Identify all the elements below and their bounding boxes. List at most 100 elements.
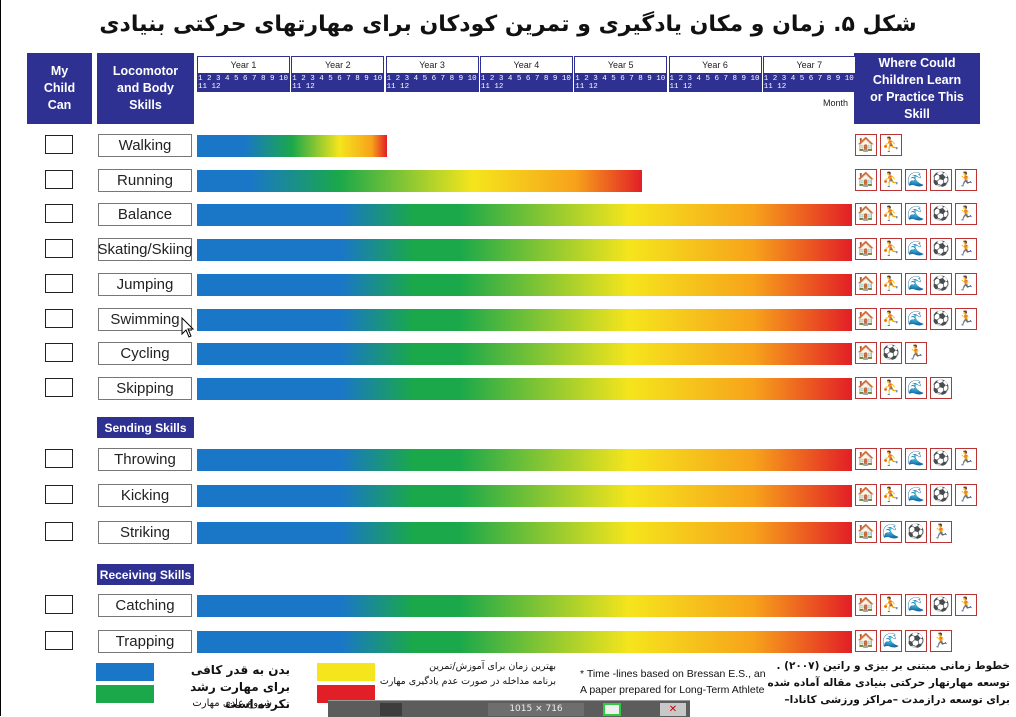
month-numbers: 1 2 3 4 5 6 7 8 9 10 11 12	[198, 74, 289, 91]
practice-location-icons: 🏠 ⛹ 🌊 ⚽ 🏃	[855, 203, 977, 225]
home-icon: 🏠	[855, 203, 877, 225]
skill-checkbox[interactable]	[45, 378, 73, 397]
home-icon: 🏠	[855, 308, 877, 330]
year-label: Year 2	[292, 57, 384, 74]
practice-location-icons: 🏠 ⛹ 🌊 ⚽ 🏃	[855, 594, 977, 616]
timeline-bar	[197, 239, 852, 261]
skill-checkbox[interactable]	[45, 522, 73, 541]
playground-icon: ⛹	[880, 594, 902, 616]
field-icon: ⚽	[930, 273, 952, 295]
playground-icon: ⛹	[880, 377, 902, 399]
home-icon: 🏠	[855, 238, 877, 260]
where-header-label: Where Could Children Learn or Practice T…	[870, 55, 964, 121]
practice-location-icons: 🏠 ⛹ 🌊 ⚽ 🏃	[855, 169, 977, 191]
field-icon: ⚽	[930, 238, 952, 260]
home-icon: 🏠	[855, 521, 877, 543]
skill-name: Catching	[98, 594, 192, 617]
timeline-bar	[197, 522, 852, 544]
skill-checkbox[interactable]	[45, 485, 73, 504]
pool-icon: 🌊	[905, 273, 927, 295]
home-icon: 🏠	[855, 448, 877, 470]
legend-blue-green-title: بدن به قدر کافی برای مهارت رشد نکرده است	[190, 663, 290, 711]
skill-checkbox[interactable]	[45, 135, 73, 154]
skill-checkbox[interactable]	[45, 274, 73, 293]
skill-name: Kicking	[98, 484, 192, 507]
timeline-bar	[197, 274, 852, 296]
skill-checkbox[interactable]	[45, 204, 73, 223]
pool-icon: 🌊	[905, 594, 927, 616]
skill-checkbox[interactable]	[45, 449, 73, 468]
skill-checkbox[interactable]	[45, 595, 73, 614]
skill-name: Trapping	[98, 630, 192, 653]
field-icon: ⚽	[905, 630, 927, 652]
playground-icon: ⛹	[880, 448, 902, 470]
home-icon: 🏠	[855, 484, 877, 506]
skill-checkbox[interactable]	[45, 631, 73, 650]
taskbar-maximize-button[interactable]	[603, 703, 621, 716]
page-edge	[0, 0, 1, 716]
field-icon: ⚽	[880, 342, 902, 364]
taskbar-close-button[interactable]: ✕	[660, 703, 686, 716]
practice-location-icons: 🏠 ⛹ 🌊 ⚽ 🏃	[855, 448, 977, 470]
persian-note-3: برای توسعه درازمدت –مراکز ورزشی کانادا–	[784, 694, 1010, 706]
year-label: Year 5	[575, 57, 667, 74]
month-numbers: 1 2 3 4 5 6 7 8 9 10 11 12	[292, 74, 384, 91]
year-label: Year 4	[480, 57, 572, 74]
skill-name: Jumping	[98, 273, 192, 296]
sending-skills-label: Sending Skills	[97, 417, 194, 438]
legend-blue-green-sub: شروع عادی مهارت	[192, 698, 272, 709]
month-label: Month	[823, 98, 849, 108]
persian-note-2: توسعه مهارتهار حرکتی بنیادی مقاله آماده …	[767, 677, 1010, 689]
timeline-bar	[197, 135, 387, 157]
timeline-bar	[197, 343, 852, 365]
pool-icon: 🌊	[905, 203, 927, 225]
legend-green-swatch	[96, 685, 154, 703]
skill-checkbox[interactable]	[45, 170, 73, 189]
year-label: Year 1	[198, 57, 289, 74]
playground-icon: ⛹	[880, 273, 902, 295]
playground-icon: ⛹	[880, 308, 902, 330]
taskbar-app-icon[interactable]	[380, 703, 402, 716]
page-title: شکل ۵. زمان و مکان یادگیری و تمرین کودکا…	[99, 12, 917, 37]
gym-icon: 🏃	[955, 238, 977, 260]
field-icon: ⚽	[905, 521, 927, 543]
pool-icon: 🌊	[880, 521, 902, 543]
field-icon: ⚽	[930, 169, 952, 191]
gym-icon: 🏃	[955, 273, 977, 295]
gym-icon: 🏃	[955, 169, 977, 191]
month-numbers: 1 2 3 4 5 6 7 8 9 10 11 12	[575, 74, 667, 91]
pool-icon: 🌊	[905, 308, 927, 330]
skill-checkbox[interactable]	[45, 309, 73, 328]
skill-name: Cycling	[98, 342, 192, 365]
timeline-bar	[197, 485, 852, 507]
playground-icon: ⛹	[880, 169, 902, 191]
gym-icon: 🏃	[930, 630, 952, 652]
year-label: Year 6	[669, 57, 761, 74]
gym-icon: 🏃	[955, 448, 977, 470]
taskbar-dimension-readout: 1015 × 716	[488, 703, 584, 716]
footnote-line-2: A paper prepared for Long-Term Athlete D…	[580, 684, 766, 696]
skill-name: Skating/Skiing	[97, 238, 193, 261]
practice-location-icons: 🏠 🌊 ⚽ 🏃	[855, 521, 952, 543]
playground-icon: ⛹	[880, 238, 902, 260]
practice-location-icons: 🏠 ⛹	[855, 134, 902, 156]
month-numbers: 1 2 3 4 5 6 7 8 9 10 11 12	[763, 74, 855, 91]
my-child-can-label: My Child Can	[43, 64, 76, 112]
skills-header-label: Locomotor and Body Skills	[112, 64, 179, 112]
field-icon: ⚽	[930, 448, 952, 470]
practice-location-icons: 🏠 ⚽ 🏃	[855, 342, 927, 364]
timeline-bar	[197, 631, 852, 653]
home-icon: 🏠	[855, 134, 877, 156]
timeline-bar	[197, 595, 852, 617]
legend-yellow-swatch	[317, 663, 375, 681]
gym-icon: 🏃	[905, 342, 927, 364]
field-icon: ⚽	[930, 484, 952, 506]
gym-icon: 🏃	[955, 484, 977, 506]
skill-checkbox[interactable]	[45, 239, 73, 258]
pool-icon: 🌊	[905, 377, 927, 399]
skill-name: Swimming	[98, 308, 192, 331]
timeline-bar	[197, 378, 852, 400]
skill-checkbox[interactable]	[45, 343, 73, 362]
